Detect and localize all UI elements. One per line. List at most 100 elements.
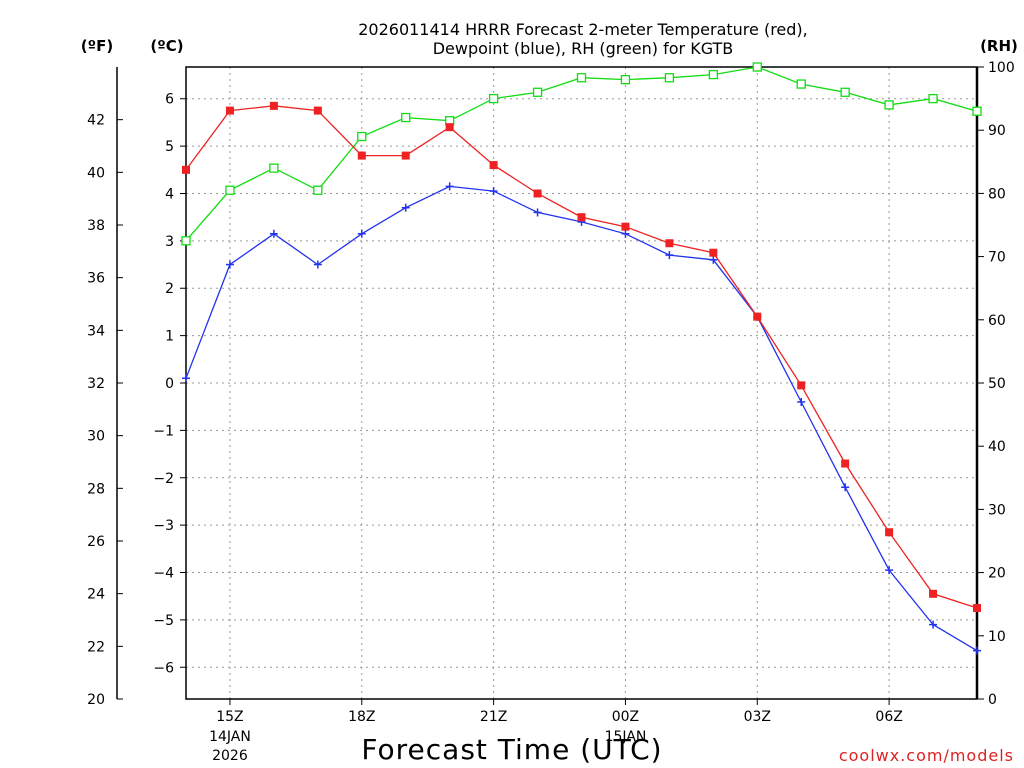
rh-point <box>664 73 675 83</box>
temperature-point <box>489 161 498 170</box>
fahrenheit-tick-label: 38 <box>87 218 105 234</box>
rh-point <box>928 93 938 104</box>
x-tick-label: 03Z <box>744 709 771 725</box>
dewpoint-point <box>797 397 806 406</box>
fahrenheit-tick-label: 40 <box>87 165 105 181</box>
dewpoint-point <box>445 182 454 191</box>
fahrenheit-tick-label: 32 <box>87 376 105 392</box>
temperature-point <box>929 589 938 598</box>
credit-text: coolwx.com/models <box>839 746 1014 765</box>
dewpoint-point <box>533 208 542 217</box>
fahrenheit-tick-label: 22 <box>87 639 105 655</box>
celsius-tick-label: −2 <box>153 471 174 487</box>
temperature-point <box>753 312 762 321</box>
chart-title-line1: 2026011414 HRRR Forecast 2-meter Tempera… <box>358 20 808 39</box>
dewpoint-point <box>182 374 190 383</box>
rh-tick-label: 60 <box>988 313 1006 329</box>
dewpoint-point <box>885 566 894 575</box>
dewpoint-point <box>269 229 278 238</box>
temperature-point <box>533 189 542 198</box>
dewpoint-point <box>401 203 410 212</box>
rh-point <box>313 185 323 195</box>
rh-point <box>752 62 762 72</box>
celsius-tick-label: −6 <box>153 660 174 676</box>
dewpoint-line <box>185 185 978 652</box>
rh-point <box>488 93 499 104</box>
rh-point <box>181 236 191 246</box>
rh-point <box>269 163 279 173</box>
rh-tick-label: 70 <box>988 250 1006 266</box>
fahrenheit-tick-label: 34 <box>87 323 105 339</box>
dewpoint-point <box>665 251 674 260</box>
temperature-point <box>225 106 234 115</box>
fahrenheit-tick-label: 24 <box>87 587 105 603</box>
rh-point <box>796 79 806 89</box>
celsius-tick-label: 6 <box>165 92 174 108</box>
temperature-point <box>182 165 190 174</box>
celsius-tick-label: 2 <box>165 281 174 297</box>
x-axis-title: Forecast Time (UTC) <box>361 733 662 766</box>
celsius-tick-label: 5 <box>165 139 174 155</box>
fahrenheit-tick-label: 28 <box>87 481 105 497</box>
temperature-point <box>269 101 278 110</box>
celsius-tick-label: 0 <box>165 376 174 392</box>
temperature-point <box>577 213 586 222</box>
gridlines <box>186 67 977 699</box>
rh-tick-label: 80 <box>988 186 1006 202</box>
fahrenheit-tick-label: 20 <box>87 692 105 708</box>
celsius-tick-label: −3 <box>153 518 174 534</box>
rh-tick-label: 20 <box>988 566 1006 582</box>
series-lines <box>185 66 978 652</box>
dewpoint-point <box>225 260 234 269</box>
temperature-point <box>401 151 410 160</box>
rh-point <box>576 73 587 83</box>
fahrenheit-tick-label: 30 <box>87 429 105 445</box>
dewpoint-point <box>313 260 322 269</box>
temperature-point <box>973 604 981 613</box>
dewpoint-point <box>357 229 366 238</box>
temperature-point <box>797 381 806 390</box>
x-tick-date-label: 15JAN <box>605 729 647 745</box>
rh-point <box>357 131 367 142</box>
rh-point <box>972 106 982 116</box>
rh-tick-label: 0 <box>988 692 997 708</box>
fahrenheit-tick-label: 42 <box>87 113 105 129</box>
rh-point <box>708 69 718 80</box>
x-tick-year-label: 2026 <box>212 748 248 764</box>
fahrenheit-tick-label: 26 <box>87 534 105 550</box>
temperature-point <box>841 459 850 468</box>
temperature-point <box>313 106 322 115</box>
celsius-tick-label: −4 <box>153 566 174 582</box>
celsius-tick-label: 3 <box>165 234 174 250</box>
dewpoint-point <box>489 187 498 196</box>
rh-point <box>225 185 235 195</box>
rh-tick-label: 30 <box>988 502 1006 518</box>
celsius-tick-label: −5 <box>153 613 174 629</box>
x-tick-label: 15Z <box>216 709 243 725</box>
temperature-point <box>445 123 454 132</box>
temperature-point <box>357 151 366 160</box>
dewpoint-point <box>621 229 630 238</box>
rh-tick-label: 40 <box>988 439 1006 455</box>
dewpoint-point <box>929 620 938 629</box>
rh-point <box>840 87 850 97</box>
dewpoint-point <box>973 646 981 655</box>
rh-point <box>532 87 543 97</box>
x-tick-label: 18Z <box>348 709 375 725</box>
x-tick-label: 21Z <box>480 709 507 725</box>
celsius-tick-label: 4 <box>165 186 174 202</box>
temperature-point <box>709 248 718 257</box>
chart-title-line2: Dewpoint (blue), RH (green) for KGTB <box>433 39 734 58</box>
fahrenheit-unit-label: (ºF) <box>81 37 113 55</box>
dewpoint-point <box>841 483 850 492</box>
series-markers <box>181 62 982 655</box>
temperature-point <box>621 222 630 231</box>
x-tick-label: 06Z <box>875 709 902 725</box>
temperature-point <box>885 528 894 537</box>
rh-tick-label: 10 <box>988 629 1006 645</box>
rh-unit-label: (RH) <box>980 37 1018 55</box>
temperature-point <box>665 239 674 248</box>
rh-tick-label: 90 <box>988 123 1006 139</box>
